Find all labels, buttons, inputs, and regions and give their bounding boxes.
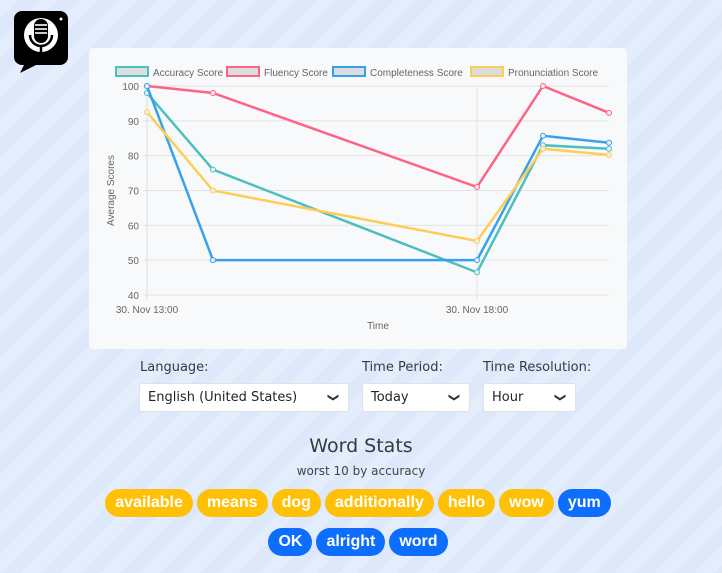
word-badge[interactable]: yum [557, 489, 611, 517]
word-stats-title: Word Stats [309, 435, 413, 457]
word-badge[interactable]: OK [268, 528, 313, 556]
word-badge[interactable]: alright [316, 528, 386, 556]
word-stats-subtitle: worst 10 by accuracy [296, 464, 426, 478]
data-point[interactable] [144, 83, 150, 89]
data-point[interactable] [606, 145, 612, 152]
series-line [146, 111, 610, 243]
data-point[interactable] [540, 145, 546, 152]
legend-swatch[interactable] [332, 66, 366, 77]
time-period-label: Time Period: [362, 360, 443, 375]
legend-swatch[interactable] [115, 66, 149, 77]
y-tick-label: 50 [128, 256, 140, 267]
chevron-down-icon: ❯ [553, 392, 567, 403]
data-point[interactable] [606, 151, 612, 158]
y-tick-label: 100 [122, 82, 139, 93]
legend-label[interactable]: Fluency Score [264, 68, 328, 79]
x-axis-title: Time [367, 321, 389, 332]
data-point[interactable] [606, 109, 612, 116]
legend-swatch[interactable] [226, 66, 260, 77]
data-point[interactable] [210, 89, 216, 96]
time-resolution-select[interactable]: Hour ❯ [483, 383, 576, 412]
word-badge[interactable]: dog [271, 489, 321, 517]
legend-label[interactable]: Completeness Score [370, 68, 463, 79]
language-label: Language: [140, 360, 209, 375]
scores-line-chart: 40 50 60 70 80 90 100 30. Nov 13:00 30. Nov 18:0… [106, 66, 612, 332]
word-badge[interactable]: wow [499, 489, 554, 517]
y-axis-title: Average Scores [106, 155, 117, 226]
chevron-down-icon: ❯ [447, 392, 461, 403]
legend-label[interactable]: Accuracy Score [153, 68, 223, 79]
time-resolution-label: Time Resolution: [483, 360, 592, 375]
data-point[interactable] [474, 184, 480, 191]
y-tick-label: 60 [128, 221, 140, 232]
y-tick-label: 40 [128, 291, 140, 302]
data-point[interactable] [474, 269, 480, 276]
data-point[interactable] [210, 166, 216, 173]
word-badges: available means dog additionally hello wow yum… [100, 489, 616, 556]
word-badge[interactable]: additionally [324, 489, 434, 517]
word-badge[interactable]: means [196, 489, 268, 517]
language-select[interactable]: English (United States) ❯ [139, 383, 349, 412]
word-badge[interactable]: word [389, 528, 448, 556]
time-period-select[interactable]: Today ❯ [362, 383, 470, 412]
x-tick-label: 30. Nov 13:00 [116, 305, 179, 316]
legend-swatch[interactable] [470, 66, 504, 77]
y-tick-label: 80 [128, 152, 140, 163]
app-logo-microphone-icon[interactable] [14, 11, 68, 73]
data-point[interactable] [210, 257, 216, 264]
series-line [146, 92, 610, 274]
language-value: English (United States) [148, 390, 298, 405]
data-point[interactable] [540, 132, 546, 139]
data-point[interactable] [540, 83, 546, 89]
data-point[interactable] [210, 187, 216, 194]
time-period-value: Today [371, 390, 409, 405]
y-tick-label: 70 [128, 187, 140, 198]
data-point[interactable] [474, 257, 480, 264]
time-resolution-value: Hour [492, 390, 524, 405]
data-point[interactable] [474, 238, 480, 245]
data-point[interactable] [144, 109, 150, 116]
x-tick-label: 30. Nov 18:00 [446, 305, 509, 316]
chevron-down-icon: ❯ [326, 392, 340, 403]
scores-chart-card: 40 50 60 70 80 90 100 30. Nov 13:00 30. Nov 18:0… [89, 48, 627, 349]
word-badge[interactable]: available [105, 489, 193, 517]
word-badge[interactable]: hello [437, 489, 496, 517]
y-tick-label: 90 [128, 117, 140, 128]
legend-label[interactable]: Pronunciation Score [508, 68, 598, 79]
data-point[interactable] [606, 139, 612, 146]
